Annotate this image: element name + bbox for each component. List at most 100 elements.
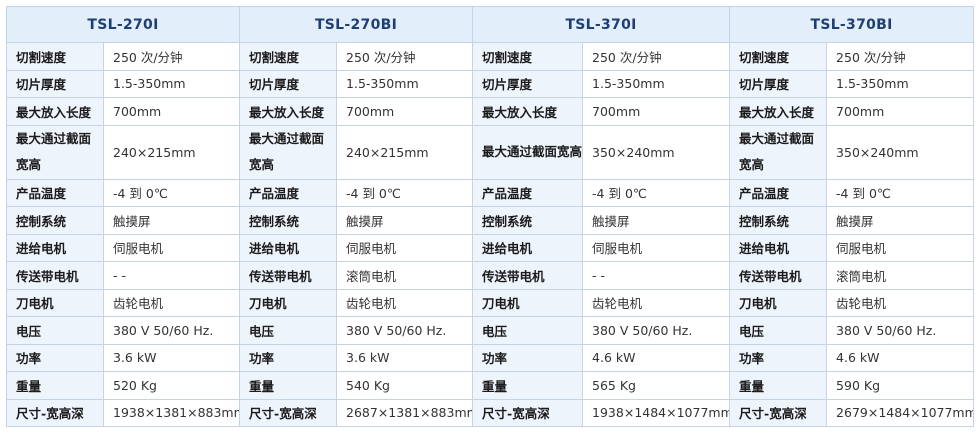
spec-value: 触摸屏 [102, 206, 241, 235]
spec-label: 切片厚度 [6, 69, 104, 98]
spec-label: 最大通过截面宽高 [239, 124, 338, 180]
spec-row: 重量 520 Kg 重量 540 Kg 重量 565 Kg 重量 590 Kg [6, 371, 975, 400]
spec-label: 重量 [6, 371, 104, 400]
spec-label: 尺寸-宽高深 [239, 398, 338, 427]
model-header: TSL-370BI [729, 6, 975, 43]
spec-label: 进给电机 [6, 233, 104, 262]
spec-value: 齿轮电机 [826, 288, 975, 317]
spec-value: 250 次/分钟 [582, 42, 731, 71]
spec-value: 1.5-350mm [336, 69, 474, 98]
spec-label: 切割速度 [6, 42, 104, 71]
spec-value: 700mm [336, 97, 474, 126]
spec-value: 4.6 kW [582, 343, 731, 372]
spec-value: 250 次/分钟 [102, 42, 241, 71]
spec-value: 伺服电机 [582, 233, 731, 262]
spec-label: 电压 [239, 316, 338, 345]
spec-label: 电压 [472, 316, 584, 345]
spec-value: 1938×1381×883mm [102, 398, 241, 427]
spec-label: 控制系统 [729, 206, 828, 235]
spec-label: 尺寸-宽高深 [6, 398, 104, 427]
spec-label: 最大通过截面宽高 [472, 124, 584, 180]
spec-label: 切片厚度 [239, 69, 338, 98]
spec-label: 刀电机 [729, 288, 828, 317]
spec-label: 刀电机 [6, 288, 104, 317]
spec-label: 电压 [6, 316, 104, 345]
spec-value: 700mm [582, 97, 731, 126]
spec-row: 电压 380 V 50/60 Hz. 电压 380 V 50/60 Hz. 电压 380 … [6, 316, 975, 345]
spec-label: 电压 [729, 316, 828, 345]
spec-table-body: 切割速度 250 次/分钟 切割速度 250 次/分钟 切割速度 250 次/分钟 切割速度… [6, 42, 975, 427]
spec-label: 功率 [6, 343, 104, 372]
spec-row: 最大通过截面宽高 240×215mm 最大通过截面宽高 240×215mm 最大通过截面… [6, 124, 975, 180]
spec-value: 565 Kg [582, 371, 731, 400]
model-header: TSL-270BI [239, 6, 474, 43]
spec-value: 700mm [826, 97, 975, 126]
spec-value: 1.5-350mm [102, 69, 241, 98]
spec-label: 进给电机 [729, 233, 828, 262]
spec-label: 尺寸-宽高深 [729, 398, 828, 427]
model-header: TSL-270I [5, 6, 241, 43]
spec-value: 380 V 50/60 Hz. [826, 316, 975, 345]
spec-value: 伺服电机 [826, 233, 975, 262]
spec-value: 240×215mm [336, 124, 474, 180]
spec-label: 功率 [472, 343, 584, 372]
spec-comparison-table: TSL-270I TSL-270BI TSL-370I TSL-370BI 切割… [5, 6, 975, 427]
spec-value: 250 次/分钟 [826, 42, 975, 71]
spec-row: 刀电机 齿轮电机 刀电机 齿轮电机 刀电机 齿轮电机 刀电机 齿轮电机 [6, 288, 975, 317]
spec-label: 传送带电机 [239, 261, 338, 290]
spec-label: 最大通过截面宽高 [729, 124, 828, 180]
spec-value: -4 到 0℃ [582, 178, 731, 207]
spec-label: 进给电机 [239, 233, 338, 262]
spec-value: 触摸屏 [336, 206, 474, 235]
spec-value: 齿轮电机 [582, 288, 731, 317]
spec-value: 齿轮电机 [336, 288, 474, 317]
spec-value: -4 到 0℃ [336, 178, 474, 207]
spec-value: 4.6 kW [826, 343, 975, 372]
spec-label: 产品温度 [239, 178, 338, 207]
spec-value: 触摸屏 [582, 206, 731, 235]
spec-value: 滚筒电机 [826, 261, 975, 290]
spec-value: - - [102, 261, 241, 290]
spec-label: 产品温度 [729, 178, 828, 207]
spec-label: 重量 [472, 371, 584, 400]
model-header: TSL-370I [472, 6, 731, 43]
spec-value: 540 Kg [336, 371, 474, 400]
spec-value: 2687×1381×883mm [336, 398, 474, 427]
spec-label: 刀电机 [472, 288, 584, 317]
spec-value: 700mm [102, 97, 241, 126]
spec-label: 进给电机 [472, 233, 584, 262]
spec-label: 重量 [239, 371, 338, 400]
model-header-row: TSL-270I TSL-270BI TSL-370I TSL-370BI [5, 6, 975, 43]
spec-label: 传送带电机 [6, 261, 104, 290]
spec-label: 切片厚度 [472, 69, 584, 98]
spec-value: 590 Kg [826, 371, 975, 400]
spec-label: 控制系统 [472, 206, 584, 235]
spec-row: 切片厚度 1.5-350mm 切片厚度 1.5-350mm 切片厚度 1.5-350mm 切… [6, 69, 975, 98]
spec-label: 传送带电机 [729, 261, 828, 290]
spec-value: 1938×1484×1077mm [582, 398, 731, 427]
spec-label: 最大放入长度 [472, 97, 584, 126]
spec-value: 350×240mm [582, 124, 731, 180]
spec-label: 最大通过截面宽高 [6, 124, 104, 180]
spec-value: 滚筒电机 [336, 261, 474, 290]
spec-label: 切片厚度 [729, 69, 828, 98]
spec-value: 380 V 50/60 Hz. [336, 316, 474, 345]
spec-label: 功率 [729, 343, 828, 372]
spec-value: -4 到 0℃ [826, 178, 975, 207]
spec-label: 切割速度 [239, 42, 338, 71]
spec-value: 1.5-350mm [582, 69, 731, 98]
spec-label: 产品温度 [472, 178, 584, 207]
spec-label: 重量 [729, 371, 828, 400]
spec-row: 产品温度 -4 到 0℃ 产品温度 -4 到 0℃ 产品温度 -4 到 0℃ 产品温度 -4 … [6, 178, 975, 207]
spec-value: -4 到 0℃ [102, 178, 241, 207]
spec-value: 380 V 50/60 Hz. [582, 316, 731, 345]
spec-value: 伺服电机 [336, 233, 474, 262]
spec-value: 3.6 kW [336, 343, 474, 372]
spec-row: 控制系统 触摸屏 控制系统 触摸屏 控制系统 触摸屏 控制系统 触摸屏 [6, 206, 975, 235]
spec-value: 伺服电机 [102, 233, 241, 262]
spec-row: 最大放入长度 700mm 最大放入长度 700mm 最大放入长度 700mm 最大放入长度 7… [6, 97, 975, 126]
spec-value: 240×215mm [102, 124, 241, 180]
spec-row: 传送带电机 - - 传送带电机 滚筒电机 传送带电机 - - 传送带电机 滚筒电机 [6, 261, 975, 290]
spec-label: 尺寸-宽高深 [472, 398, 584, 427]
spec-label: 最大放入长度 [729, 97, 828, 126]
